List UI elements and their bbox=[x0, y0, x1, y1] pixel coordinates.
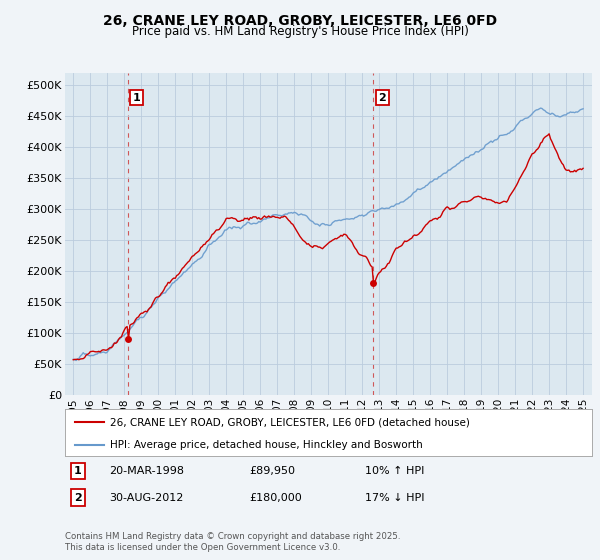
Text: 26, CRANE LEY ROAD, GROBY, LEICESTER, LE6 0FD (detached house): 26, CRANE LEY ROAD, GROBY, LEICESTER, LE… bbox=[110, 417, 469, 427]
Text: £180,000: £180,000 bbox=[249, 492, 302, 502]
Text: 17% ↓ HPI: 17% ↓ HPI bbox=[365, 492, 425, 502]
Text: HPI: Average price, detached house, Hinckley and Bosworth: HPI: Average price, detached house, Hinc… bbox=[110, 440, 422, 450]
Text: £89,950: £89,950 bbox=[249, 466, 295, 476]
Text: Contains HM Land Registry data © Crown copyright and database right 2025.
This d: Contains HM Land Registry data © Crown c… bbox=[65, 532, 400, 552]
Text: 30-AUG-2012: 30-AUG-2012 bbox=[110, 492, 184, 502]
Text: 10% ↑ HPI: 10% ↑ HPI bbox=[365, 466, 424, 476]
Text: Price paid vs. HM Land Registry's House Price Index (HPI): Price paid vs. HM Land Registry's House … bbox=[131, 25, 469, 38]
Text: 1: 1 bbox=[74, 466, 82, 476]
Text: 2: 2 bbox=[74, 492, 82, 502]
Text: 20-MAR-1998: 20-MAR-1998 bbox=[110, 466, 185, 476]
Text: 2: 2 bbox=[379, 92, 386, 102]
Text: 1: 1 bbox=[133, 92, 140, 102]
Text: 26, CRANE LEY ROAD, GROBY, LEICESTER, LE6 0FD: 26, CRANE LEY ROAD, GROBY, LEICESTER, LE… bbox=[103, 14, 497, 28]
